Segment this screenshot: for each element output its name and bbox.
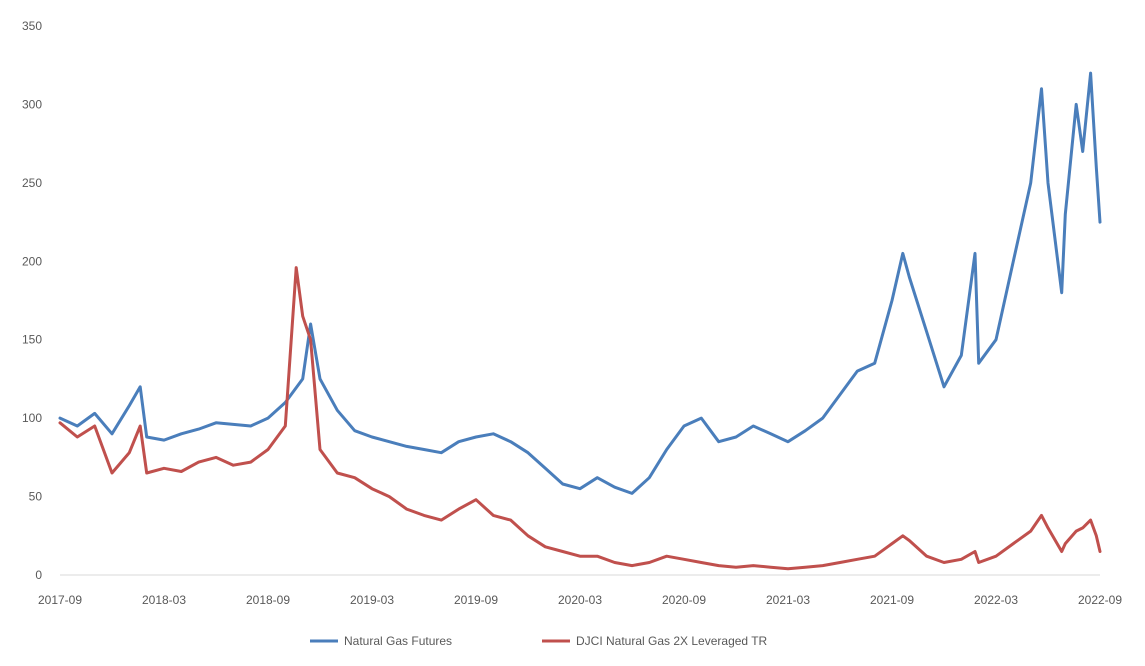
x-tick-label: 2021-09 [870,593,914,607]
x-tick-label: 2019-09 [454,593,498,607]
x-tick-label: 2022-09 [1078,593,1122,607]
y-tick-label: 200 [22,254,42,268]
x-tick-label: 2021-03 [766,593,810,607]
y-tick-label: 350 [22,19,42,33]
y-tick-label: 250 [22,176,42,190]
legend-label: Natural Gas Futures [344,634,452,648]
x-tick-label: 2018-09 [246,593,290,607]
y-tick-label: 300 [22,97,42,111]
legend-label: DJCI Natural Gas 2X Leveraged TR [576,634,768,648]
series-line-1 [58,266,1102,571]
series-lines [58,71,1102,571]
x-axis-ticks: 2017-09 2018-03 2018-09 2019-03 2019-09 2020-… [38,593,1122,607]
y-tick-label: 50 [29,490,43,504]
x-tick-label: 2020-03 [558,593,602,607]
y-axis-ticks: 0 50 100 150 200 250 300 350 [22,19,42,582]
y-tick-label: 0 [35,568,42,582]
x-tick-label: 2020-09 [662,593,706,607]
y-tick-label: 150 [22,333,42,347]
x-tick-label: 2022-03 [974,593,1018,607]
series-line-0 [58,71,1102,495]
x-tick-label: 2018-03 [142,593,186,607]
x-tick-label: 2019-03 [350,593,394,607]
y-tick-label: 100 [22,411,42,425]
x-tick-label: 2017-09 [38,593,82,607]
legend: Natural Gas Futures DJCI Natural Gas 2X L… [310,634,768,648]
